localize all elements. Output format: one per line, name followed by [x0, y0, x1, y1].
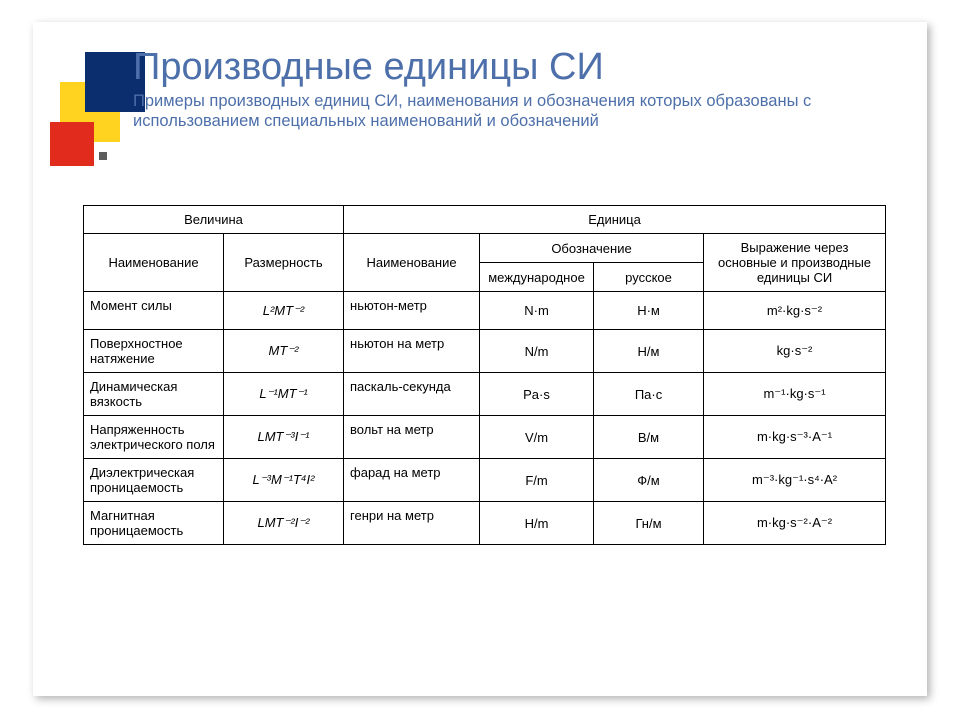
th-rus: русское — [594, 263, 704, 292]
cell-name: Поверхностное натяжение — [84, 330, 224, 373]
th-name: Наименование — [84, 234, 224, 292]
cell-expr: m⁻¹·kg·s⁻¹ — [704, 373, 886, 416]
cell-dim: L⁻³M⁻¹T⁴I² — [224, 459, 344, 502]
cell-name: Динамическая вязкость — [84, 373, 224, 416]
cell-rus: Гн/м — [594, 502, 704, 545]
th-velichina: Величина — [84, 206, 344, 234]
cell-rus: Н/м — [594, 330, 704, 373]
decor-square-red — [50, 122, 94, 166]
th-unit: Наименование — [344, 234, 480, 292]
page-subtitle: Примеры производных единиц СИ, наименова… — [133, 91, 903, 132]
cell-intl: N/m — [480, 330, 594, 373]
cell-unit: генри на метр — [344, 502, 480, 545]
th-oboz: Обозначение — [480, 234, 704, 263]
title-block: Производные единицы СИ Примеры производн… — [133, 47, 903, 132]
table-row: Напряженность электрического поля LMT⁻³I… — [84, 416, 886, 459]
cell-unit: ньютон-метр — [344, 292, 480, 330]
th-edinitsa: Единица — [344, 206, 886, 234]
cell-expr: m·kg·s⁻²·A⁻² — [704, 502, 886, 545]
cell-unit: фарад на метр — [344, 459, 480, 502]
cell-dim: MT⁻² — [224, 330, 344, 373]
th-expr: Выражение через основные и производные е… — [704, 234, 886, 292]
table-row: Момент силы L²MT⁻² ньютон-метр N·m Н·м m… — [84, 292, 886, 330]
units-table-wrap: Величина Единица Наименование Размерност… — [83, 205, 885, 545]
table-row: Магнитная проницаемость LMT⁻²I⁻² генри н… — [84, 502, 886, 545]
cell-rus: Па·с — [594, 373, 704, 416]
table-row: Диэлектрическая проницаемость L⁻³M⁻¹T⁴I²… — [84, 459, 886, 502]
cell-rus: В/м — [594, 416, 704, 459]
cell-unit: вольт на метр — [344, 416, 480, 459]
bullet-icon — [99, 152, 107, 160]
cell-expr: m⁻³·kg⁻¹·s⁴·A² — [704, 459, 886, 502]
cell-rus: Ф/м — [594, 459, 704, 502]
th-intl: международное — [480, 263, 594, 292]
table-row: Динамическая вязкость L⁻¹MT⁻¹ паскаль-се… — [84, 373, 886, 416]
cell-name: Напряженность электрического поля — [84, 416, 224, 459]
cell-name: Диэлектрическая проницаемость — [84, 459, 224, 502]
cell-intl: F/m — [480, 459, 594, 502]
cell-name: Магнитная проницаемость — [84, 502, 224, 545]
cell-unit: паскаль-секунда — [344, 373, 480, 416]
slide: Производные единицы СИ Примеры производн… — [33, 22, 927, 696]
table-row: Поверхностное натяжение MT⁻² ньютон на м… — [84, 330, 886, 373]
cell-dim: L⁻¹MT⁻¹ — [224, 373, 344, 416]
th-dim: Размерность — [224, 234, 344, 292]
cell-name: Момент силы — [84, 292, 224, 330]
units-table: Величина Единица Наименование Размерност… — [83, 205, 886, 545]
page-title: Производные единицы СИ — [133, 47, 903, 89]
cell-expr: m·kg·s⁻³·A⁻¹ — [704, 416, 886, 459]
cell-dim: L²MT⁻² — [224, 292, 344, 330]
cell-intl: Pa·s — [480, 373, 594, 416]
cell-dim: LMT⁻³I⁻¹ — [224, 416, 344, 459]
cell-expr: kg·s⁻² — [704, 330, 886, 373]
cell-dim: LMT⁻²I⁻² — [224, 502, 344, 545]
cell-rus: Н·м — [594, 292, 704, 330]
cell-expr: m²·kg·s⁻² — [704, 292, 886, 330]
cell-unit: ньютон на метр — [344, 330, 480, 373]
cell-intl: N·m — [480, 292, 594, 330]
cell-intl: H/m — [480, 502, 594, 545]
cell-intl: V/m — [480, 416, 594, 459]
